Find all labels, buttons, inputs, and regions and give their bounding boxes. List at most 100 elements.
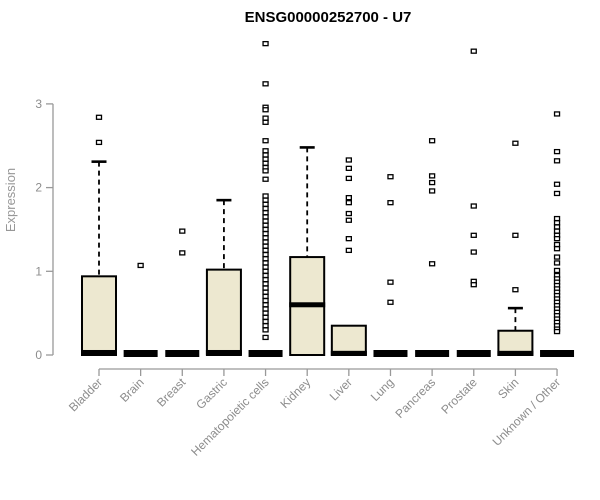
outlier-point xyxy=(262,306,269,312)
outlier-point xyxy=(470,232,477,238)
x-category-label: Lung xyxy=(368,375,397,404)
outlier-point xyxy=(553,148,561,155)
outlier-point xyxy=(262,289,269,295)
outlier-point xyxy=(262,115,269,121)
outlier-point xyxy=(512,287,519,293)
outlier-point xyxy=(345,247,352,254)
outlier-point xyxy=(262,251,269,258)
outlier-point xyxy=(262,323,269,329)
outlier-point xyxy=(512,232,519,238)
outlier-point xyxy=(262,168,269,174)
outlier-point xyxy=(553,228,561,234)
boxplot-pancreas xyxy=(415,138,450,357)
outlier-point xyxy=(553,328,561,335)
box-body xyxy=(205,268,242,357)
outlier-point xyxy=(553,241,561,248)
boxplot-hematopoietic-cells xyxy=(248,40,283,357)
outlier-point xyxy=(553,190,561,197)
outlier-point xyxy=(553,224,561,230)
outlier-point xyxy=(262,210,269,216)
x-category-label: Kidney xyxy=(277,375,313,411)
outlier-point xyxy=(262,205,269,212)
x-category-label: Breast xyxy=(154,375,189,410)
collapsed-box xyxy=(165,350,200,357)
outlier-point xyxy=(262,318,269,325)
median-line xyxy=(330,350,367,356)
boxplot-lung xyxy=(373,174,408,357)
outlier-point xyxy=(345,175,352,182)
outlier-point xyxy=(262,264,269,270)
boxplot-skin xyxy=(497,140,534,356)
outlier-point xyxy=(262,218,269,224)
outlier-point xyxy=(345,210,352,217)
outlier-point xyxy=(470,282,477,288)
boxplot-prostate xyxy=(456,48,491,357)
x-category-label: Hematopoietic cells xyxy=(188,375,271,458)
outlier-point xyxy=(553,111,561,117)
box-body xyxy=(81,275,117,356)
outlier-point xyxy=(428,261,436,267)
outlier-point xyxy=(262,214,269,220)
outlier-point xyxy=(262,176,269,182)
median-line xyxy=(205,349,242,355)
x-category-label: Brain xyxy=(117,375,147,405)
outlier-point xyxy=(262,310,269,316)
outlier-point xyxy=(262,277,269,283)
chart-title: ENSG00000252700 - U7 xyxy=(245,9,412,26)
outlier-point xyxy=(387,279,394,285)
outlier-point xyxy=(262,239,269,245)
outlier-point xyxy=(387,200,394,206)
outlier-point xyxy=(262,268,269,274)
outlier-point xyxy=(179,228,186,234)
boxplot-gastric xyxy=(205,198,242,357)
outlier-point xyxy=(428,138,436,144)
outlier-point xyxy=(137,262,144,269)
outlier-point xyxy=(345,236,352,242)
outlier-point xyxy=(553,181,561,187)
outlier-point xyxy=(262,285,269,291)
outlier-point xyxy=(262,334,269,341)
outlier-point xyxy=(262,152,269,158)
outlier-point xyxy=(553,260,561,266)
outlier-point xyxy=(512,140,519,146)
median-line xyxy=(497,350,534,356)
outlier-point xyxy=(553,267,561,274)
outlier-point xyxy=(262,222,269,228)
box-marks xyxy=(81,40,575,357)
outlier-point xyxy=(262,260,269,266)
outlier-point xyxy=(345,200,352,206)
y-axis-label: Expression xyxy=(3,168,18,232)
outlier-point xyxy=(387,174,394,180)
outlier-point xyxy=(428,179,436,186)
collapsed-box xyxy=(456,350,491,357)
outlier-point xyxy=(470,48,477,54)
outlier-point xyxy=(553,246,561,252)
outlier-point xyxy=(262,314,269,320)
outlier-point xyxy=(553,220,561,226)
outlier-point xyxy=(179,250,186,256)
outlier-point xyxy=(470,203,477,209)
x-category-label: Pancreas xyxy=(392,375,438,421)
outlier-point xyxy=(345,194,352,201)
boxplot-bladder xyxy=(81,114,117,356)
outlier-point xyxy=(262,243,269,249)
boxplot-brain xyxy=(123,262,158,357)
outlier-point xyxy=(553,236,561,242)
boxplot-unknown-other xyxy=(540,111,575,357)
collapsed-box xyxy=(123,350,158,357)
outlier-point xyxy=(262,281,269,287)
boxplot-kidney xyxy=(289,146,326,357)
y-tick-label: 3 xyxy=(35,97,42,111)
outlier-point xyxy=(262,293,269,300)
collapsed-box xyxy=(248,350,283,357)
outlier-point xyxy=(95,114,103,120)
boxplot-liver xyxy=(330,157,367,356)
outlier-point xyxy=(262,201,269,207)
median-line xyxy=(289,302,326,308)
outlier-point xyxy=(387,299,394,305)
outlier-point xyxy=(262,272,269,279)
outlier-point xyxy=(262,148,269,154)
x-category-label: Prostate xyxy=(438,375,480,417)
outlier-point xyxy=(262,40,269,47)
